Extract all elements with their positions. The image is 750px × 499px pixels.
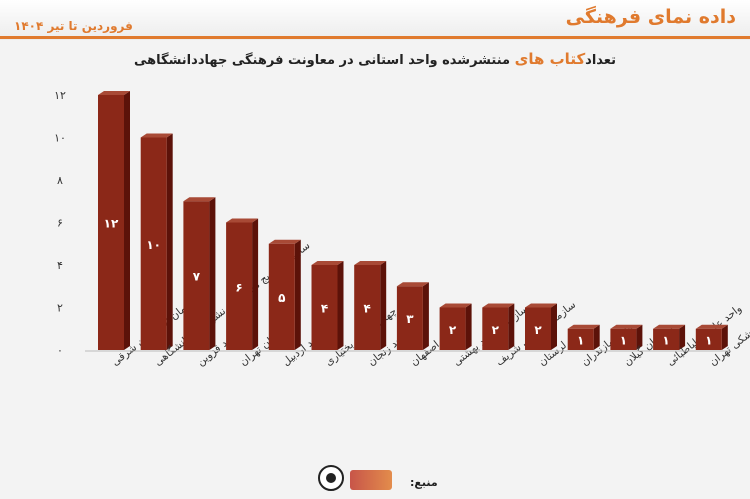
bar-side: [252, 218, 259, 350]
data-label: ۱: [577, 333, 584, 347]
bar-front: [268, 243, 295, 350]
header-divider: [0, 36, 750, 39]
bar: [396, 282, 429, 350]
bar-side: [337, 261, 344, 350]
y-tick-label: ۱۰: [54, 132, 66, 145]
bar-front: [396, 286, 423, 350]
y-tick-label: ۴: [57, 259, 63, 272]
bar-top: [567, 324, 600, 329]
bar-front: [567, 328, 594, 350]
bar-front: [525, 307, 551, 350]
bar-side: [551, 303, 557, 350]
bar: [311, 261, 344, 350]
bar-top: [653, 324, 686, 329]
chart-title-suffix: منتشرشده واحد استانی در معاونت فرهنگی جه…: [133, 53, 515, 68]
y-tick-label: ۱۲: [54, 89, 66, 102]
data-label: ۲: [449, 323, 457, 337]
bar-top: [396, 282, 429, 287]
bar: [226, 218, 259, 350]
period-label: فروردین تا تیر ۱۴۰۴: [14, 19, 133, 33]
bar-top: [525, 303, 557, 308]
bar: [610, 324, 643, 350]
source-label: منبع:: [410, 476, 438, 489]
bar-side: [166, 133, 173, 350]
data-label: ۱: [620, 333, 627, 347]
bar-front: [140, 137, 167, 350]
brand-title: داده نمای فرهنگی: [565, 6, 736, 28]
bar-top: [140, 133, 173, 138]
bar-side: [508, 303, 515, 350]
bar: [183, 197, 216, 350]
bar-top: [439, 303, 472, 308]
bar: [354, 261, 387, 350]
chart-title-highlight: کتاب های: [514, 50, 586, 68]
data-label: ۴: [321, 302, 328, 316]
bar-side: [721, 324, 728, 350]
bar-side: [422, 282, 429, 350]
y-tick-label: ۶: [57, 217, 63, 230]
bar-top: [226, 218, 259, 223]
data-label: ۶: [235, 280, 242, 294]
chart-title: تعدادکتاب های منتشرشده واحد استانی در مع…: [0, 50, 750, 68]
bar: [98, 91, 130, 350]
bar-top: [354, 261, 387, 265]
bar-side: [294, 239, 301, 350]
data-label: ۱۰: [146, 238, 161, 252]
bar-side: [124, 91, 130, 350]
data-label: ۷: [193, 270, 201, 284]
data-label: ۴: [364, 302, 371, 316]
y-tick-label: ۰: [57, 344, 63, 357]
bar-front: [653, 328, 680, 350]
bar-side: [593, 324, 600, 350]
bar-top: [268, 239, 301, 244]
bar-front: [183, 201, 210, 350]
jahad-logo: [318, 465, 344, 491]
bar-side: [380, 261, 387, 350]
data-label: ۱۲: [104, 217, 119, 231]
bar-front: [610, 328, 637, 350]
bar: [567, 324, 600, 350]
bar-front: [98, 95, 124, 350]
data-label: ۱: [705, 333, 712, 347]
bar-front: [439, 307, 466, 350]
data-label: ۲: [492, 323, 500, 337]
bar-top: [183, 197, 216, 202]
data-label: ۳: [406, 312, 414, 326]
bar-front: [482, 307, 509, 350]
y-tick-label: ۸: [57, 174, 63, 187]
data-label: ۱: [662, 333, 669, 347]
bar: [482, 303, 515, 350]
bar-top: [482, 303, 515, 308]
chart-title-prefix: تعداد: [585, 53, 617, 68]
bar-top: [311, 261, 344, 265]
y-tick-label: ۲: [57, 302, 63, 315]
bar: [653, 324, 686, 350]
header-bar: [0, 0, 750, 40]
bar-top: [98, 91, 130, 95]
bar: [268, 239, 301, 350]
bar: [439, 303, 472, 350]
bar-front: [226, 222, 253, 350]
bar-front: [311, 265, 338, 350]
bar-side: [465, 303, 472, 350]
data-label: ۲: [534, 323, 542, 337]
bar-front: [354, 265, 381, 350]
bar-side: [679, 324, 686, 350]
bar-top: [610, 324, 643, 329]
bar: [140, 133, 173, 350]
data-label: ۵: [278, 291, 285, 305]
bar-side: [636, 324, 643, 350]
bar-top: [695, 324, 728, 329]
bar: [695, 324, 728, 350]
bar-front: [695, 328, 722, 350]
bar: [525, 303, 557, 350]
brand-logo: [350, 470, 392, 490]
bar-side: [209, 197, 216, 350]
